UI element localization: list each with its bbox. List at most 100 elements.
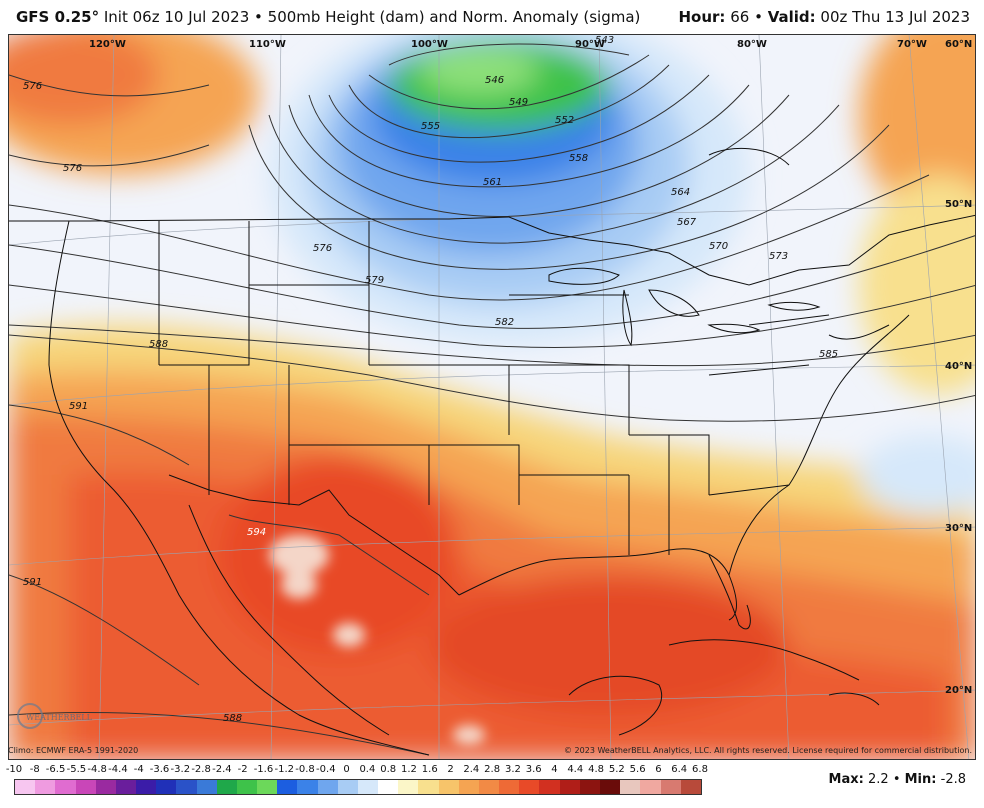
scale-tick-label: -1.2 — [274, 764, 294, 775]
scale-swatch — [680, 780, 701, 794]
contour-label: 561 — [483, 177, 502, 188]
contour-label: 546 — [485, 75, 504, 86]
contour-label: 567 — [677, 217, 697, 228]
scale-swatch — [438, 780, 459, 794]
height-contours — [9, 43, 975, 756]
title-left: GFS 0.25° Init 06z 10 Jul 2023 • 500mb H… — [16, 8, 641, 26]
hot-spots — [269, 535, 485, 745]
scale-tick-label: 5.6 — [629, 764, 646, 775]
scale-tick-label: 1.6 — [421, 764, 438, 775]
scale-swatch — [337, 780, 358, 794]
scale-swatch — [499, 780, 520, 794]
scale-tick-label: 2 — [447, 764, 454, 775]
contour-label: 582 — [495, 317, 514, 328]
scale-swatch — [559, 780, 580, 794]
min-value: -2.8 — [940, 772, 966, 787]
scale-swatch — [599, 780, 621, 794]
scale-tick-label: -1.6 — [253, 764, 274, 775]
scale-tick-label: 4.4 — [567, 764, 584, 775]
scale-tick-label: -5.5 — [66, 764, 87, 775]
lat-label-40n: 40°N — [945, 361, 972, 372]
scale-tick-label: 1.2 — [401, 764, 417, 775]
scale-swatch — [519, 780, 540, 794]
scale-swatch — [418, 780, 439, 794]
scale-tick-label: 0.8 — [380, 764, 397, 775]
scale-tick-label: 2.8 — [484, 764, 501, 775]
contour-label: 588 — [149, 339, 168, 350]
color-scale: -10 -8 -6.5 -5.5 -4.8 -4.4 -4 -3.6 -3.2 -2.8 -2.4-… — [6, 764, 714, 804]
scale-swatch — [196, 780, 217, 794]
contour-label: 585 — [819, 349, 838, 360]
scale-swatch — [539, 780, 560, 794]
scale-swatch — [75, 780, 96, 794]
weather-map: 120°W 110°W 100°W 90°W 80°W 70°W 60°N 50… — [8, 34, 976, 760]
title-right: Hour: 66 • Valid: 00z Thu 13 Jul 2023 — [678, 8, 970, 26]
map-canvas: 120°W 110°W 100°W 90°W 80°W 70°W 60°N 50… — [9, 35, 975, 759]
scale-swatch — [176, 780, 197, 794]
contour-label: 588 — [223, 713, 242, 724]
scale-swatch — [660, 780, 681, 794]
scale-tick-label: 6.8 — [692, 764, 708, 775]
lon-label-100w: 100°W — [411, 39, 448, 50]
climo-note: Climo: ECMWF ERA-5 1991-2020 — [8, 746, 139, 755]
scale-swatch — [357, 780, 379, 794]
lat-label-30n: 30°N — [945, 523, 972, 534]
contour-label: 570 — [709, 241, 728, 252]
weatherbell-logo: WEATHERBELL — [17, 703, 93, 729]
scale-tick-label: -10 — [5, 764, 23, 775]
scale-swatch — [620, 780, 641, 794]
lon-label-120w: 120°W — [89, 39, 126, 50]
scale-swatch — [156, 780, 177, 794]
lon-label-110w: 110°W — [249, 39, 286, 50]
max-min-stats: Max: 2.2 • Min: -2.8 — [828, 772, 966, 787]
scale-tick-label: -3.6 — [149, 764, 170, 775]
contour-label: 579 — [365, 275, 384, 286]
contour-label: 564 — [671, 187, 690, 198]
model-name: GFS 0.25 — [16, 8, 92, 26]
scale-tick-label: 3.2 — [504, 764, 521, 775]
lat-label-60n: 60°N — [945, 39, 972, 50]
scale-swatch — [216, 780, 237, 794]
scale-swatch — [378, 780, 399, 794]
contour-label: 549 — [509, 97, 528, 108]
scale-swatch — [15, 780, 36, 794]
scale-swatch — [640, 780, 661, 794]
scale-tick-label: -4 — [133, 764, 144, 775]
scale-tick-label: 0.4 — [359, 764, 376, 775]
lon-label-80w: 80°W — [737, 39, 767, 50]
scale-tick-label: -2.8 — [191, 764, 211, 775]
scale-tick-label: 6.4 — [671, 764, 688, 775]
political-boundaries — [9, 147, 975, 756]
lon-label-70w: 70°W — [897, 39, 927, 50]
scale-swatch — [478, 780, 500, 794]
scale-tick-label: -0.4 — [316, 764, 336, 775]
scale-swatch — [35, 780, 56, 794]
scale-tick-label: -4.4 — [108, 764, 128, 775]
scale-tick-label: 0 — [343, 764, 350, 775]
lat-label-50n: 50°N — [945, 199, 972, 210]
scale-tick-label: 4.8 — [588, 764, 604, 775]
scale-swatch — [257, 780, 278, 794]
map-header: GFS 0.25° Init 06z 10 Jul 2023 • 500mb H… — [0, 0, 984, 34]
contour-label: 576 — [23, 81, 42, 92]
scale-tick-label: -8 — [29, 764, 40, 775]
scale-swatch — [136, 780, 157, 794]
valid-time: 00z Thu 13 Jul 2023 — [820, 8, 970, 26]
scale-swatch — [277, 780, 298, 794]
anomaly-shading — [9, 35, 975, 759]
scale-tick-label: -0.8 — [295, 764, 315, 775]
scale-tick-label: -4.8 — [87, 764, 107, 775]
scale-swatch — [236, 780, 258, 794]
contour-label: 543 — [595, 35, 614, 46]
scale-swatch — [95, 780, 116, 794]
contour-label: 558 — [569, 153, 588, 164]
scale-swatch — [317, 780, 338, 794]
contour-label: 573 — [769, 251, 788, 262]
scale-bar — [14, 779, 702, 795]
scale-swatch — [458, 780, 479, 794]
scale-swatch — [55, 780, 76, 794]
scale-labels: -10 -8 -6.5 -5.5 -4.8 -4.4 -4 -3.6 -3.2 -2.8 -2.4-… — [6, 764, 714, 777]
scale-swatch — [115, 780, 137, 794]
scale-tick-label: -2.4 — [212, 764, 232, 775]
contour-label: 552 — [555, 115, 574, 126]
